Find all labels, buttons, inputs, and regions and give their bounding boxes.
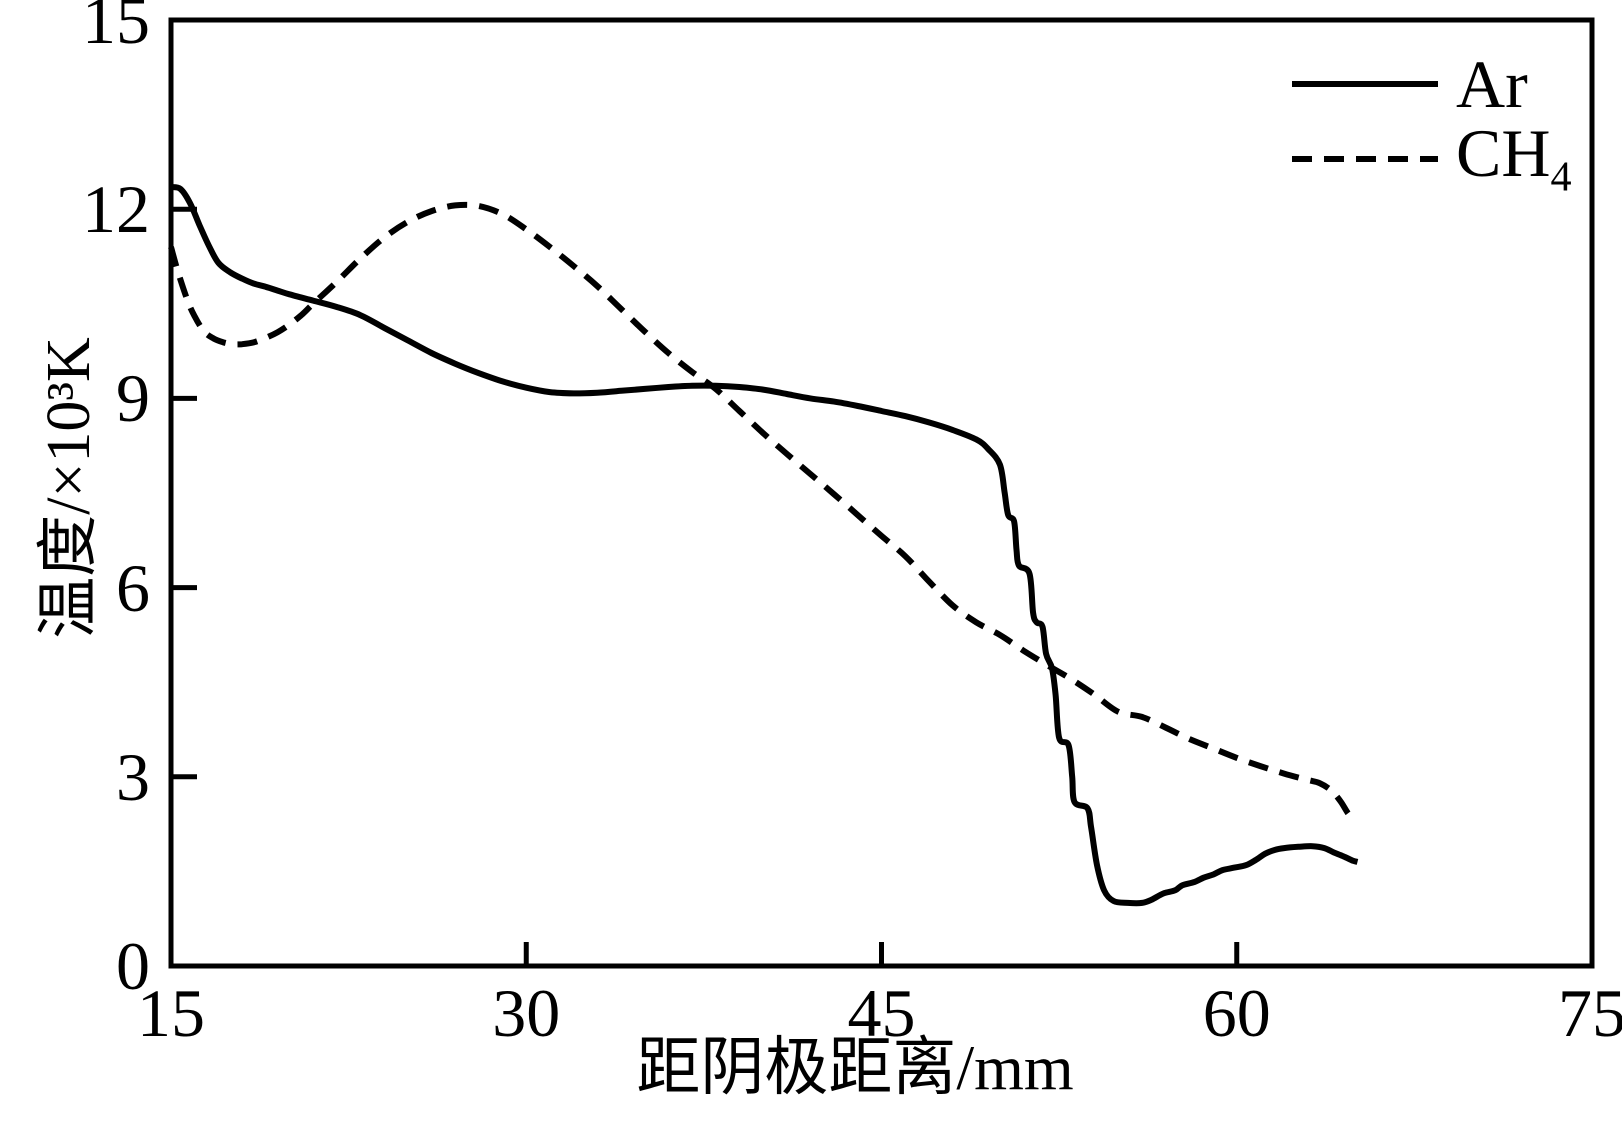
x-tick-label: 75 xyxy=(1558,975,1622,1051)
legend-line-dashed-icon xyxy=(1292,155,1438,162)
x-tick-label: 15 xyxy=(137,975,205,1051)
legend-item-ar: Ar xyxy=(1292,46,1572,121)
x-axis-title: 距阴极距离/mm xyxy=(636,1032,1074,1103)
y-tick-label: 0 xyxy=(116,928,150,1004)
x-tick-label: 30 xyxy=(492,975,561,1051)
y-tick-label: 12 xyxy=(82,171,150,248)
y-tick-label: 9 xyxy=(116,360,150,437)
series-ar-line xyxy=(170,184,1359,907)
legend-label-ch4: CH4 xyxy=(1456,114,1572,201)
legend-line-solid-icon xyxy=(1292,80,1438,87)
legend: Ar CH4 xyxy=(1292,46,1572,201)
x-tick-label: 45 xyxy=(847,975,916,1051)
y-tick-label: 3 xyxy=(116,738,150,815)
legend-item-ch4: CH4 xyxy=(1292,114,1572,201)
legend-label-ar: Ar xyxy=(1456,45,1528,122)
y-tick-label: 15 xyxy=(82,0,150,58)
x-tick-label: 60 xyxy=(1202,975,1271,1051)
series-ch4-line xyxy=(168,201,1358,824)
y-tick-label: 6 xyxy=(116,549,150,626)
